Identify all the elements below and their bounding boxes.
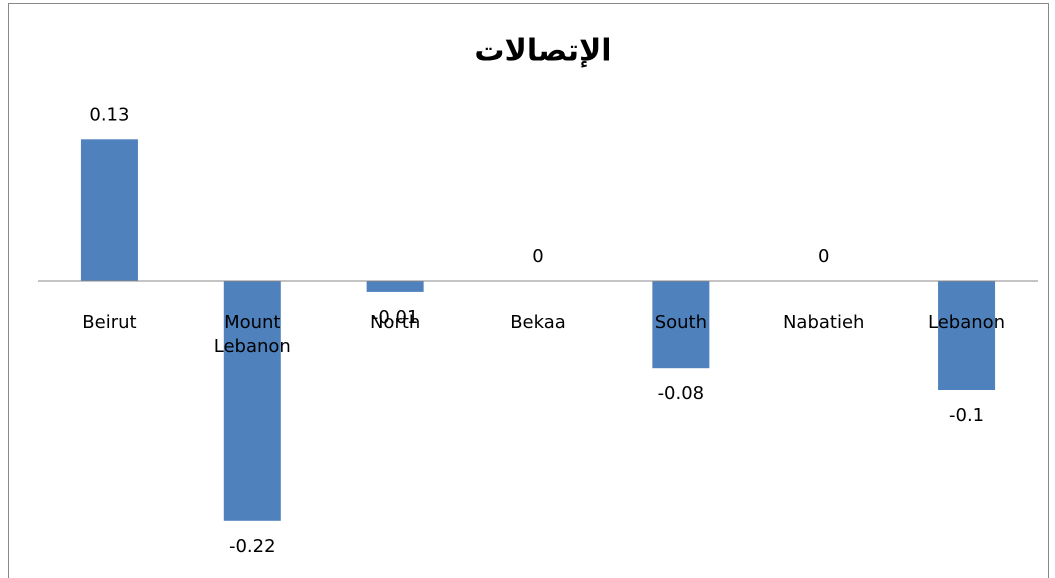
x-tick-label: Bekaa <box>510 312 566 333</box>
bar <box>366 281 424 292</box>
value-label: -0.08 <box>658 383 705 404</box>
bar <box>652 281 710 369</box>
value-label: -0.01 <box>372 307 419 328</box>
bar <box>938 281 996 390</box>
value-label: -0.22 <box>229 536 276 557</box>
x-tick-label: Mount Lebanon <box>213 312 291 357</box>
chart-title: الإتصالات <box>474 34 611 69</box>
chart-border <box>8 3 1049 578</box>
x-tick-label: South <box>654 312 707 333</box>
x-tick-label: Lebanon <box>928 312 1006 333</box>
value-label: -0.1 <box>949 405 984 426</box>
value-label: 0.13 <box>89 104 129 125</box>
x-tick-label: Beirut <box>82 312 137 333</box>
x-tick-label: North <box>369 312 421 333</box>
bar <box>223 281 281 521</box>
bar <box>80 139 138 281</box>
value-label: 0 <box>532 246 543 267</box>
x-tick-label: Nabatieh <box>782 312 865 333</box>
value-label: 0 <box>818 246 829 267</box>
